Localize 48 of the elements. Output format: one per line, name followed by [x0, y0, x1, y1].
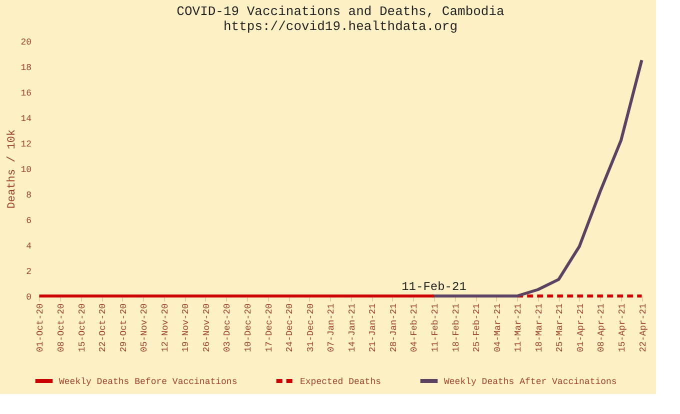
legend-label: Expected Deaths — [300, 377, 382, 387]
chart-title: COVID-19 Vaccinations and Deaths, Cambodia — [176, 4, 505, 19]
y-tick-label: 0 — [26, 292, 32, 302]
x-tick-label: 26-Nov-20 — [202, 304, 212, 352]
x-tick-label: 03-Dec-20 — [222, 304, 233, 352]
chart-subtitle: https://covid19.healthdata.org — [223, 19, 458, 34]
legend-label: Weekly Deaths After Vaccinations — [444, 377, 617, 387]
x-tick-label: 25-Mar-21 — [555, 304, 566, 352]
legend-label: Weekly Deaths Before Vaccinations — [59, 377, 238, 387]
y-tick-label: 6 — [26, 216, 32, 226]
x-tick-label: 21-Jan-21 — [368, 304, 378, 352]
x-tick-label: 24-Dec-20 — [285, 304, 296, 352]
x-tick-label: 10-Dec-20 — [244, 304, 254, 352]
x-tick-label: 05-Nov-20 — [140, 304, 150, 352]
y-tick-label: 8 — [26, 190, 32, 200]
y-axis-title: Deaths / 10k — [6, 129, 19, 209]
x-tick-label: 29-Oct-20 — [118, 304, 129, 352]
y-tick-label: 4 — [26, 242, 32, 252]
x-tick-label: 11-Feb-21 — [430, 304, 440, 352]
x-tick-label: 19-Nov-20 — [181, 304, 192, 352]
x-tick-label: 17-Dec-20 — [264, 304, 274, 352]
x-tick-label: 22-Apr-21 — [638, 304, 648, 352]
x-tick-label: 18-Feb-21 — [451, 304, 462, 352]
x-tick-label: 15-Apr-21 — [617, 304, 628, 352]
y-tick-label: 18 — [20, 63, 32, 73]
x-tick-label: 04-Mar-21 — [492, 304, 503, 352]
x-tick-label: 22-Oct-20 — [98, 304, 108, 352]
x-tick-label: 28-Jan-21 — [388, 304, 399, 352]
x-tick-label: 01-Oct-20 — [36, 304, 46, 352]
x-tick-label: 01-Apr-21 — [576, 304, 586, 352]
x-tick-label: 15-Oct-20 — [77, 304, 88, 352]
y-tick-label: 10 — [20, 165, 32, 175]
x-tick-label: 08-Oct-20 — [56, 304, 67, 352]
y-tick-label: 12 — [20, 140, 32, 150]
y-tick-label: 14 — [20, 114, 32, 124]
x-tick-label: 25-Feb-21 — [472, 304, 482, 352]
y-tick-label: 20 — [20, 38, 32, 48]
x-tick-label: 18-Mar-21 — [534, 304, 544, 352]
x-tick-label: 04-Feb-21 — [410, 304, 420, 352]
x-tick-label: 31-Dec-20 — [306, 304, 316, 352]
annotation: 11-Feb-21 — [402, 280, 466, 294]
x-tick-label: 11-Mar-21 — [514, 304, 524, 352]
x-tick-label: 08-Apr-21 — [596, 304, 607, 352]
y-tick-label: 2 — [26, 267, 32, 277]
x-tick-label: 14-Jan-21 — [347, 304, 358, 352]
y-tick-label: 16 — [20, 88, 32, 98]
x-tick-label: 07-Jan-21 — [326, 304, 337, 352]
x-tick-label: 12-Nov-20 — [160, 304, 170, 352]
